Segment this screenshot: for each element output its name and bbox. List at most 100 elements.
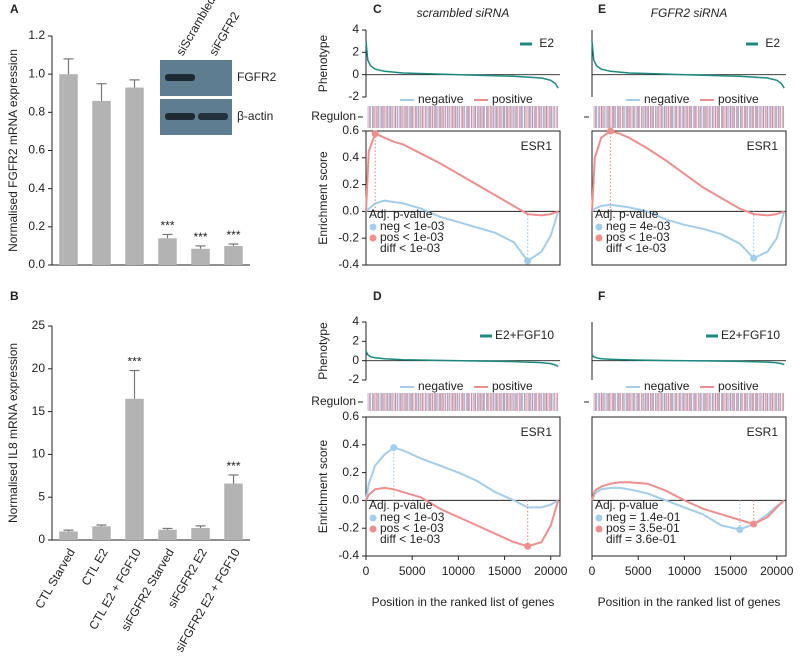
blot-band — [165, 113, 195, 120]
blot-label: β-actin — [237, 109, 273, 123]
peak-point — [390, 444, 398, 452]
peak-point — [371, 130, 379, 138]
enrichment-line — [591, 203, 786, 260]
y-tick-label: 0.2 — [342, 177, 359, 191]
bar — [158, 238, 177, 265]
y-tick-label: -0.4 — [338, 257, 359, 271]
stats-dot — [595, 234, 603, 242]
x-tick-label: CTL Starved — [32, 546, 78, 611]
stats-line: diff < 1e-03 — [606, 241, 666, 255]
gene-set-label: ESR1 — [747, 139, 779, 153]
y-tick-label: 0.6 — [342, 409, 359, 423]
y-tick-label: 0.0 — [28, 257, 45, 271]
x-tick-label: CTL E2 — [79, 546, 111, 588]
legend-box — [622, 380, 762, 393]
legend-box — [622, 93, 762, 106]
stats-line: pos < 1e-03 — [380, 230, 444, 244]
bar — [92, 526, 111, 540]
stats-title: Adj. p-value — [369, 498, 433, 512]
phenotype-line — [591, 354, 785, 366]
peak-point — [524, 542, 532, 550]
enrichment-line — [365, 486, 560, 548]
y-axis-label: Normalised IL8 mRNA expression — [6, 343, 20, 523]
peak-point — [524, 257, 532, 265]
y-tick-label: 4 — [352, 314, 359, 328]
stats-dot — [595, 223, 603, 231]
plot-frame — [591, 416, 787, 557]
y-tick-label: 0 — [352, 67, 359, 81]
y-tick-label: -0.4 — [338, 548, 359, 562]
legend-label: E2 — [765, 36, 780, 50]
stats-line: neg < 1e-03 — [380, 219, 445, 233]
blot-band — [198, 113, 228, 120]
peak-point — [736, 526, 744, 534]
significance: *** — [160, 219, 174, 233]
stats-title: Adj. p-value — [369, 207, 433, 221]
panel-label: D — [373, 289, 382, 303]
stats-line: diff = 3.6e-01 — [606, 532, 676, 546]
legend-label: negative — [644, 92, 690, 106]
x-tick-label: siFGFR2 E2 + FGF10 — [172, 546, 243, 655]
y-tick-label: 0.2 — [342, 465, 359, 479]
stats-dot — [369, 525, 377, 533]
peak-point — [750, 254, 758, 262]
panel-title: FGFR2 siRNA — [651, 6, 728, 20]
y-axis-label: Enrichment score — [316, 439, 330, 533]
legend-box — [396, 380, 536, 393]
x-tick-label: 10000 — [442, 564, 476, 578]
regulon-label: Regulon — [311, 109, 356, 123]
peak-point — [606, 127, 614, 135]
bar — [158, 529, 177, 540]
bar — [224, 245, 243, 265]
stats-line: neg < 1e-03 — [380, 510, 445, 524]
bar — [59, 74, 78, 266]
blot-band — [165, 74, 195, 81]
plot-frame — [365, 416, 561, 557]
y-tick-label: 0.4 — [342, 437, 359, 451]
phenotype-line — [591, 41, 785, 89]
y-tick-label: 1.2 — [28, 28, 45, 42]
significance: *** — [226, 459, 240, 473]
legend-box — [396, 93, 536, 106]
y-tick-label: -0.2 — [338, 520, 359, 534]
legend-label: E2+FGF10 — [721, 328, 780, 342]
y-tick-label: 2 — [352, 334, 359, 348]
x-axis-label: Position in the ranked list of genes — [598, 595, 781, 609]
y-axis-label: Phenotype — [316, 322, 330, 380]
panel-label: A — [10, 2, 19, 16]
x-tick-label: 5000 — [625, 564, 652, 578]
legend-label: positive — [492, 379, 533, 393]
x-tick-label: 0 — [589, 564, 596, 578]
y-tick-label: 0.4 — [28, 181, 45, 195]
y-tick-label: 25 — [32, 318, 46, 332]
panel-label: E — [598, 2, 606, 16]
significance: *** — [226, 228, 240, 242]
legend-label: negative — [644, 379, 690, 393]
bar — [191, 248, 210, 265]
y-axis-label: Enrichment score — [316, 151, 330, 245]
stats-dot — [369, 514, 377, 522]
y-tick-label: 0.6 — [342, 123, 359, 137]
significance: *** — [127, 355, 141, 369]
bar — [59, 531, 78, 540]
x-tick-label: 20000 — [534, 564, 568, 578]
stats-title: Adj. p-value — [595, 207, 659, 221]
x-tick-label: 15000 — [714, 564, 748, 578]
legend-label: positive — [718, 379, 759, 393]
y-tick-label: 0.8 — [28, 105, 45, 119]
stats-line: neg = 1.4e-01 — [606, 510, 681, 524]
x-tick-label: 0 — [363, 564, 370, 578]
stats-dot — [369, 223, 377, 231]
enrichment-line — [591, 481, 785, 526]
y-tick-label: 0.2 — [28, 219, 45, 233]
significance: *** — [193, 230, 207, 244]
bar — [125, 398, 144, 540]
stats-title: Adj. p-value — [595, 498, 659, 512]
x-tick-label: 10000 — [668, 564, 702, 578]
peak-point — [750, 520, 758, 528]
x-tick-label: 15000 — [488, 564, 522, 578]
regulon-label: Regulon — [311, 394, 356, 408]
x-tick-label: 5000 — [399, 564, 426, 578]
gene-set-label: ESR1 — [521, 139, 553, 153]
